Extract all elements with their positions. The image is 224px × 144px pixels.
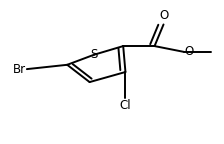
Text: O: O (159, 9, 168, 22)
Text: Cl: Cl (120, 99, 131, 112)
Text: Br: Br (13, 63, 26, 76)
Text: S: S (90, 48, 98, 60)
Text: O: O (185, 45, 194, 58)
